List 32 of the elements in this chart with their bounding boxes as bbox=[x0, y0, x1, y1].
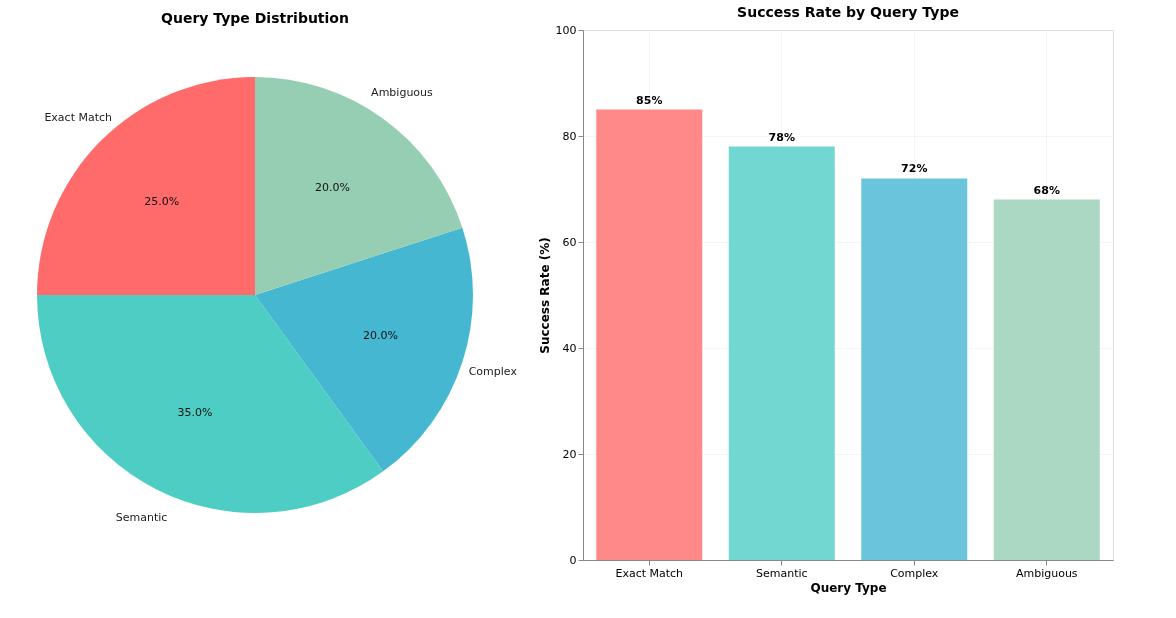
y-tick-label: 0 bbox=[569, 553, 577, 567]
y-tick-label: 40 bbox=[562, 341, 577, 355]
x-tick-label: Exact Match bbox=[615, 566, 684, 580]
data-label: 78% bbox=[768, 130, 795, 144]
slice-label: Ambiguous bbox=[371, 85, 434, 99]
y-tick-label: 80 bbox=[562, 129, 577, 143]
y-tick-label: 100 bbox=[555, 23, 577, 37]
x-tick-label: Ambiguous bbox=[1015, 566, 1078, 580]
x-tick-label: Semantic bbox=[755, 566, 808, 580]
data-label: 25.0% bbox=[144, 194, 180, 208]
y-axis-title: Success Rate (%) bbox=[537, 237, 552, 354]
bar bbox=[596, 109, 703, 560]
y-tick-label: 20 bbox=[562, 447, 577, 461]
data-label: 20.0% bbox=[363, 328, 399, 342]
pie-slice bbox=[255, 77, 463, 295]
chart-title: Query Type Distribution bbox=[161, 10, 349, 26]
x-axis-title: Query Type bbox=[810, 580, 887, 595]
slice-label: Semantic bbox=[115, 510, 168, 524]
bar bbox=[861, 178, 968, 560]
data-label: 85% bbox=[636, 93, 663, 107]
data-label: 68% bbox=[1033, 183, 1060, 197]
bar bbox=[993, 199, 1100, 560]
data-label: 35.0% bbox=[177, 405, 213, 419]
data-label: 20.0% bbox=[315, 181, 351, 195]
slice-label: Exact Match bbox=[44, 111, 113, 125]
x-tick-label: Complex bbox=[890, 566, 939, 580]
slice-label: Complex bbox=[468, 365, 518, 379]
chart-title: Success Rate by Query Type bbox=[737, 4, 959, 20]
pie-slice bbox=[37, 77, 255, 295]
y-tick-label: 60 bbox=[562, 235, 577, 249]
data-label: 72% bbox=[901, 162, 928, 176]
bar bbox=[728, 146, 835, 560]
